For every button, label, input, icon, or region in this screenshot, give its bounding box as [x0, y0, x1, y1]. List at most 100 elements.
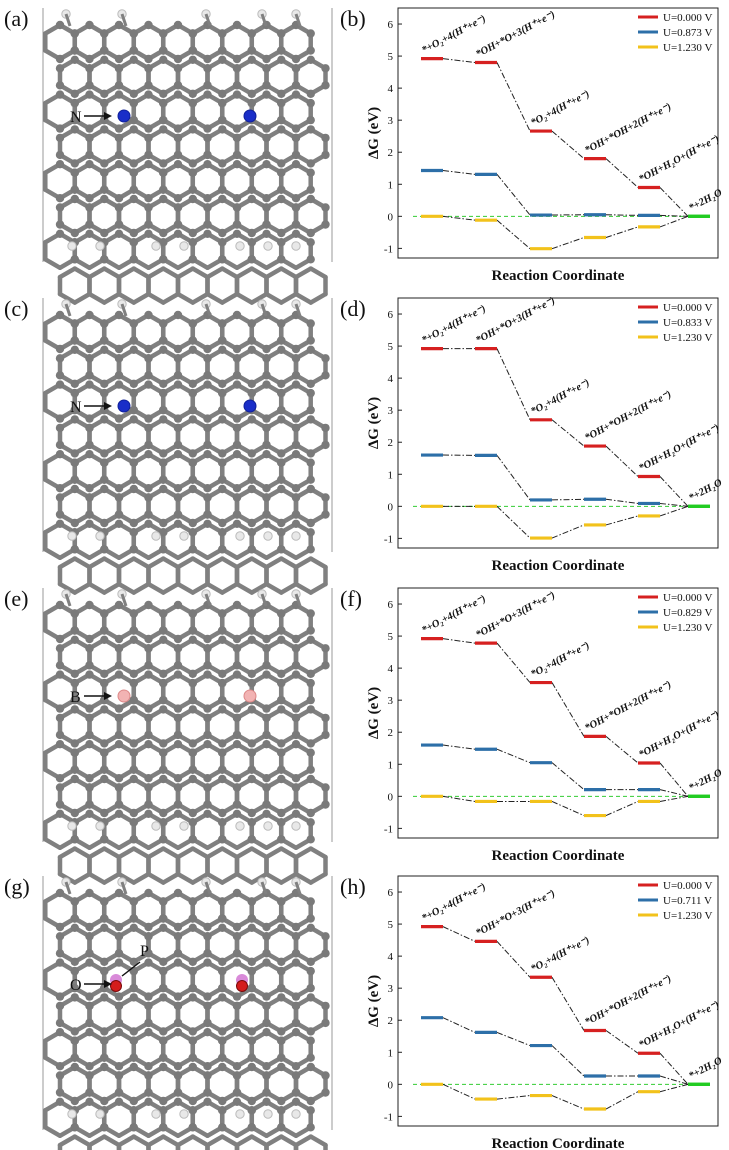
- carbon-atom: [277, 678, 286, 688]
- carbon-atom: [144, 90, 153, 99]
- carbon-atom: [173, 783, 183, 792]
- carbon-atom: [114, 493, 124, 502]
- carbon-atom: [247, 29, 256, 38]
- structures: (a) N (c) N (e) B (g) O P: [4, 6, 333, 1150]
- c-c-bond: [234, 871, 255, 885]
- dopant-atom: [117, 689, 131, 703]
- carbon-atom: [114, 124, 124, 133]
- carbon-atom: [188, 1123, 197, 1132]
- c-c-bond: [146, 266, 166, 280]
- connector-line: [442, 744, 476, 750]
- dopant-label: O: [70, 977, 82, 994]
- carbon-atom: [277, 475, 286, 484]
- carbon-atom: [159, 319, 168, 328]
- carbon-atom: [100, 545, 109, 554]
- c-c-bond: [43, 837, 63, 851]
- legend-entry: U=0.000 V: [663, 302, 712, 314]
- y-tick-label: 4: [388, 83, 394, 95]
- dopant-arrowhead: [104, 980, 112, 988]
- carbon-atom: [277, 46, 286, 55]
- c-c-bond: [57, 291, 78, 305]
- carbon-atom: [232, 510, 242, 519]
- carbon-atom: [70, 345, 80, 354]
- c-c-bond: [190, 556, 210, 570]
- carbon-atom: [55, 484, 65, 493]
- carbon-atom: [159, 678, 168, 688]
- c-c-bond: [190, 871, 210, 885]
- carbon-atom: [277, 185, 286, 194]
- carbon-atom: [173, 519, 183, 528]
- carbon-atom: [85, 194, 94, 203]
- carbon-atom: [262, 81, 271, 90]
- carbon-atom: [291, 713, 301, 723]
- carbon-atom: [144, 440, 153, 450]
- carbon-atom: [321, 64, 330, 73]
- hydrogen-atom: [235, 1109, 245, 1119]
- carbon-atom: [144, 450, 153, 459]
- carbon-atom: [232, 600, 242, 610]
- c-c-bond: [220, 556, 240, 570]
- carbon-atom: [55, 54, 65, 64]
- c-c-bond: [43, 257, 63, 271]
- carbon-atom: [55, 661, 65, 670]
- carbon-atom: [218, 635, 227, 644]
- legend-entry: U=0.833 V: [663, 317, 712, 329]
- carbon-atom: [114, 354, 124, 363]
- c-c-bond: [116, 581, 137, 595]
- carbon-atom: [188, 1062, 197, 1072]
- hydrogen-atom: [179, 821, 189, 831]
- c-c-bond: [234, 1134, 255, 1148]
- carbon-atom: [173, 124, 183, 133]
- c-c-bond: [279, 846, 299, 860]
- carbon-atom: [159, 125, 168, 134]
- carbon-atom: [159, 669, 168, 678]
- carbon-atom: [247, 635, 256, 644]
- carbon-atom: [129, 345, 138, 354]
- carbon-atom: [159, 528, 168, 537]
- carbon-atom: [55, 90, 65, 99]
- chart-panel-label: (h): [340, 874, 366, 899]
- plot-frame: [397, 7, 719, 259]
- carbon-atom: [306, 765, 315, 774]
- carbon-atom: [306, 923, 315, 932]
- y-tick-label: 6: [388, 309, 394, 321]
- carbon-atom: [114, 1097, 124, 1107]
- phosphorus-arrow: [121, 961, 141, 977]
- carbon-atom: [232, 888, 242, 898]
- carbon-atom: [218, 194, 227, 204]
- carbon-atom: [114, 644, 124, 653]
- c-c-bond: [102, 291, 122, 305]
- carbon-atom: [188, 458, 197, 467]
- carbon-atom: [159, 1096, 168, 1106]
- carbon-atom: [277, 966, 286, 976]
- carbon-atom: [144, 730, 153, 740]
- hydrogen-atom: [67, 241, 77, 251]
- carbon-atom: [85, 484, 94, 493]
- carbon-atom: [159, 458, 168, 467]
- c-h-bond: [260, 593, 268, 607]
- connector-line: [659, 795, 689, 802]
- step-label: *O₂+4(H⁺+e⁻): [529, 89, 591, 129]
- connector-line: [496, 455, 531, 501]
- carbon-atom: [70, 808, 80, 818]
- carbon-atom: [129, 818, 138, 827]
- c-c-bond: [249, 846, 269, 860]
- carbon-atom: [291, 670, 301, 679]
- carbon-atom: [291, 194, 301, 203]
- carbon-atom: [218, 678, 227, 688]
- step-label: *OH+*OH+2(H⁺+e⁻): [583, 101, 673, 156]
- carbon-atom: [114, 600, 124, 610]
- carbon-atom: [100, 89, 109, 99]
- carbon-atom: [70, 705, 80, 714]
- carbon-atom: [85, 229, 94, 238]
- c-c-bond: [57, 581, 78, 595]
- carbon-atom: [144, 800, 153, 809]
- carbon-atom: [188, 159, 197, 168]
- carbon-atom: [321, 644, 330, 653]
- carbon-atom: [203, 713, 212, 723]
- carbon-atom: [218, 458, 227, 467]
- carbon-atom: [188, 678, 197, 688]
- carbon-atom: [203, 1088, 212, 1097]
- carbon-atom: [306, 669, 315, 678]
- dopant-label: N: [70, 109, 82, 126]
